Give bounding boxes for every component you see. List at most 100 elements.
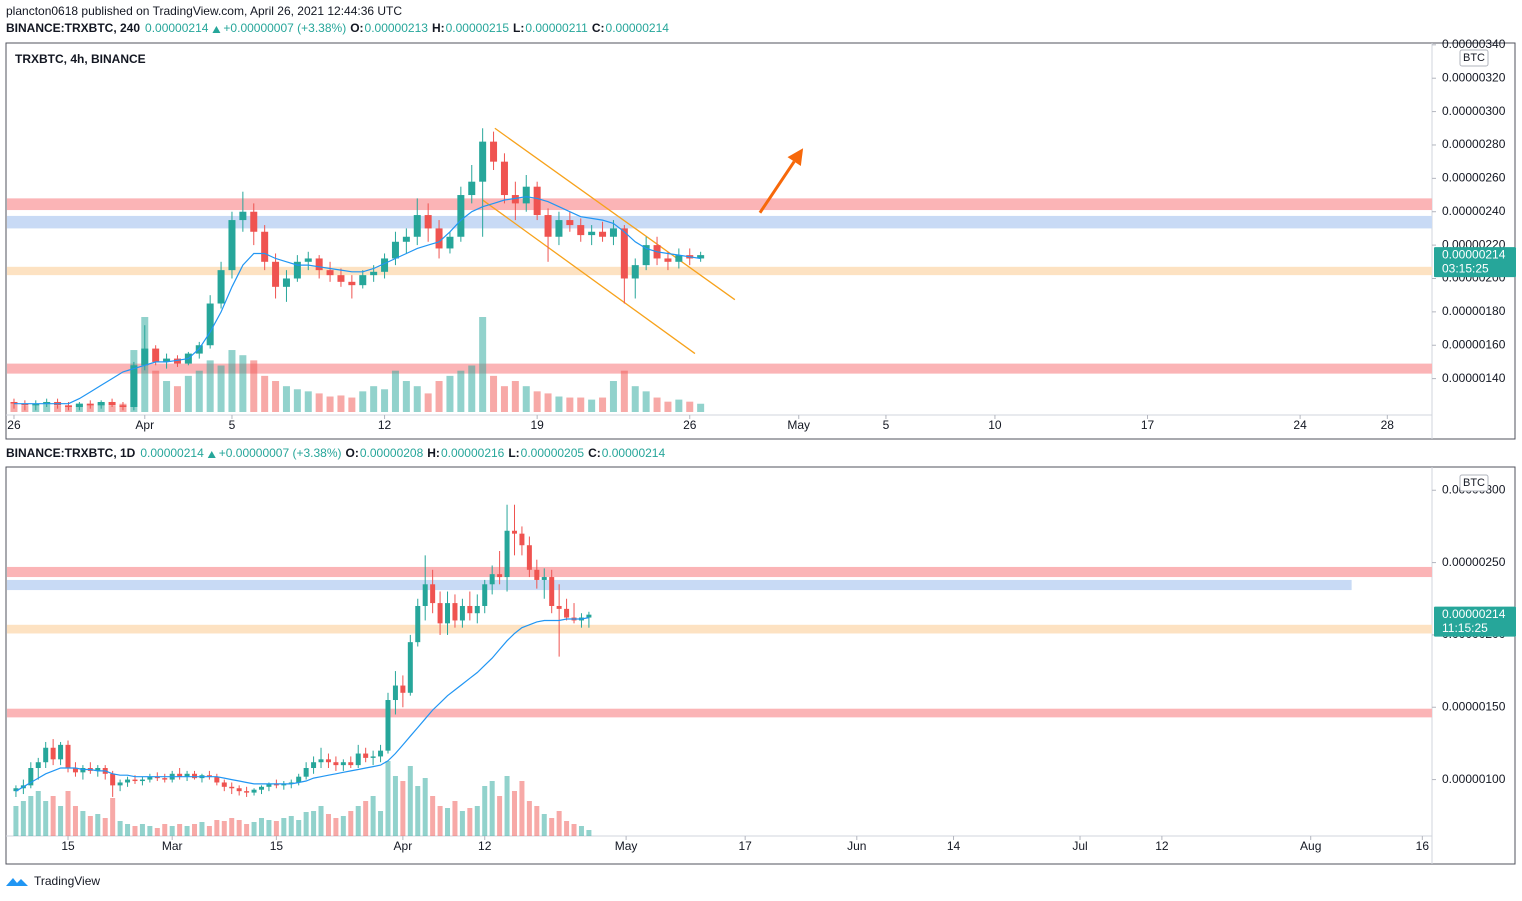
candle-body bbox=[446, 236, 454, 249]
candle-body bbox=[303, 768, 309, 777]
volume-bar bbox=[489, 781, 495, 836]
volume-bar bbox=[653, 397, 661, 412]
candle-body bbox=[519, 533, 525, 546]
candle-body bbox=[65, 744, 71, 769]
ohlc-value: 0.00000211 bbox=[525, 21, 588, 35]
volume-bar bbox=[154, 828, 160, 836]
volume-bar bbox=[340, 816, 346, 836]
candle-body bbox=[125, 779, 131, 783]
volume-bar bbox=[402, 381, 410, 412]
candle-body bbox=[556, 605, 562, 609]
candle-body bbox=[577, 225, 585, 236]
volume-bar bbox=[490, 375, 498, 412]
volume-bar bbox=[229, 818, 235, 836]
volume-bar bbox=[686, 401, 694, 412]
volume-bar bbox=[599, 397, 607, 412]
volume-bar bbox=[452, 801, 458, 836]
publisher-line: plancton0618 published on TradingView.co… bbox=[6, 4, 402, 18]
candle-body bbox=[86, 403, 94, 406]
ohlc-value: 0.00000214 bbox=[602, 446, 666, 460]
candle-body bbox=[80, 768, 86, 773]
x-tick-label: Apr bbox=[394, 839, 413, 853]
volume-bar bbox=[479, 317, 487, 412]
volume-bar bbox=[541, 814, 547, 836]
candle-body bbox=[385, 700, 391, 751]
candle-body bbox=[467, 605, 473, 614]
ohlc-label: L: bbox=[508, 446, 519, 460]
candle-body bbox=[564, 608, 570, 618]
volume-bar bbox=[28, 796, 34, 836]
candle-body bbox=[250, 211, 258, 232]
volume-bar bbox=[50, 796, 56, 836]
symbol-label: BINANCE:TRXBTC, 1D bbox=[6, 446, 136, 460]
ohlc-label: O: bbox=[350, 21, 363, 35]
volume-bar bbox=[446, 375, 454, 412]
volume-bar bbox=[315, 393, 323, 412]
candle-body bbox=[402, 236, 410, 242]
volume-bar bbox=[381, 389, 389, 412]
volume-bar bbox=[504, 776, 510, 836]
zone bbox=[7, 363, 1432, 374]
ohlc-value: 0.00000213 bbox=[365, 21, 429, 35]
volume-bar bbox=[467, 808, 473, 836]
candle-body bbox=[392, 685, 398, 701]
countdown-label: 03:15:25 bbox=[1442, 261, 1489, 275]
currency-label: BTC bbox=[1463, 477, 1485, 489]
candle-body bbox=[217, 270, 225, 304]
currency-badge bbox=[1459, 49, 1489, 67]
x-tick-label: Jul bbox=[1072, 839, 1087, 853]
volume-bar bbox=[132, 826, 138, 836]
candle-body bbox=[363, 753, 369, 758]
change-arrow bbox=[207, 451, 216, 458]
volume-bar bbox=[348, 811, 354, 836]
candle-body bbox=[370, 271, 378, 276]
candle-body bbox=[489, 574, 495, 585]
volume-bar bbox=[534, 806, 540, 836]
volume-bar bbox=[117, 821, 123, 836]
candle-body bbox=[293, 261, 301, 279]
candle-body bbox=[261, 231, 269, 262]
x-tick-label: 15 bbox=[270, 839, 284, 853]
candle-body bbox=[566, 220, 574, 226]
candle-body bbox=[459, 605, 465, 621]
volume-bar bbox=[282, 386, 290, 412]
volume-bar bbox=[58, 806, 64, 836]
candle-body bbox=[381, 258, 389, 272]
candle-body bbox=[177, 773, 183, 777]
ohlc-value: 0.00000205 bbox=[521, 446, 585, 460]
volume-bar bbox=[221, 821, 227, 836]
candle-body bbox=[526, 545, 532, 570]
candle-body bbox=[28, 768, 34, 786]
tv-logo bbox=[6, 878, 28, 886]
candle-body bbox=[184, 773, 190, 777]
candle-body bbox=[214, 776, 220, 783]
volume-bar bbox=[162, 824, 168, 836]
volume-bar bbox=[500, 386, 508, 412]
volume-bar bbox=[407, 766, 413, 836]
volume-bar bbox=[422, 778, 428, 836]
volume-bar bbox=[370, 796, 376, 836]
x-tick-label: 15 bbox=[61, 839, 75, 853]
volume-bar bbox=[163, 381, 171, 412]
candle-body bbox=[511, 195, 519, 204]
candle-body bbox=[544, 215, 552, 237]
y-tick-label: 0.00000320 bbox=[1442, 70, 1506, 84]
candle-body bbox=[95, 768, 101, 771]
volume-bar bbox=[697, 403, 705, 412]
volume-bar bbox=[173, 386, 181, 412]
candle-body bbox=[522, 186, 530, 204]
candle-body bbox=[229, 786, 235, 789]
candle-body bbox=[697, 255, 705, 259]
volume-bar bbox=[169, 826, 175, 836]
volume-bar bbox=[20, 801, 26, 836]
candle-body bbox=[273, 783, 279, 786]
candle-body bbox=[163, 358, 171, 362]
x-tick-label: 17 bbox=[1141, 418, 1155, 432]
x-tick-label: 17 bbox=[738, 839, 752, 853]
volume-bar bbox=[184, 375, 192, 412]
volume-bar bbox=[348, 397, 356, 412]
change-value: +0.00000007 (+3.38%) bbox=[223, 21, 346, 35]
volume-bar bbox=[415, 786, 421, 836]
candle-body bbox=[258, 786, 264, 790]
